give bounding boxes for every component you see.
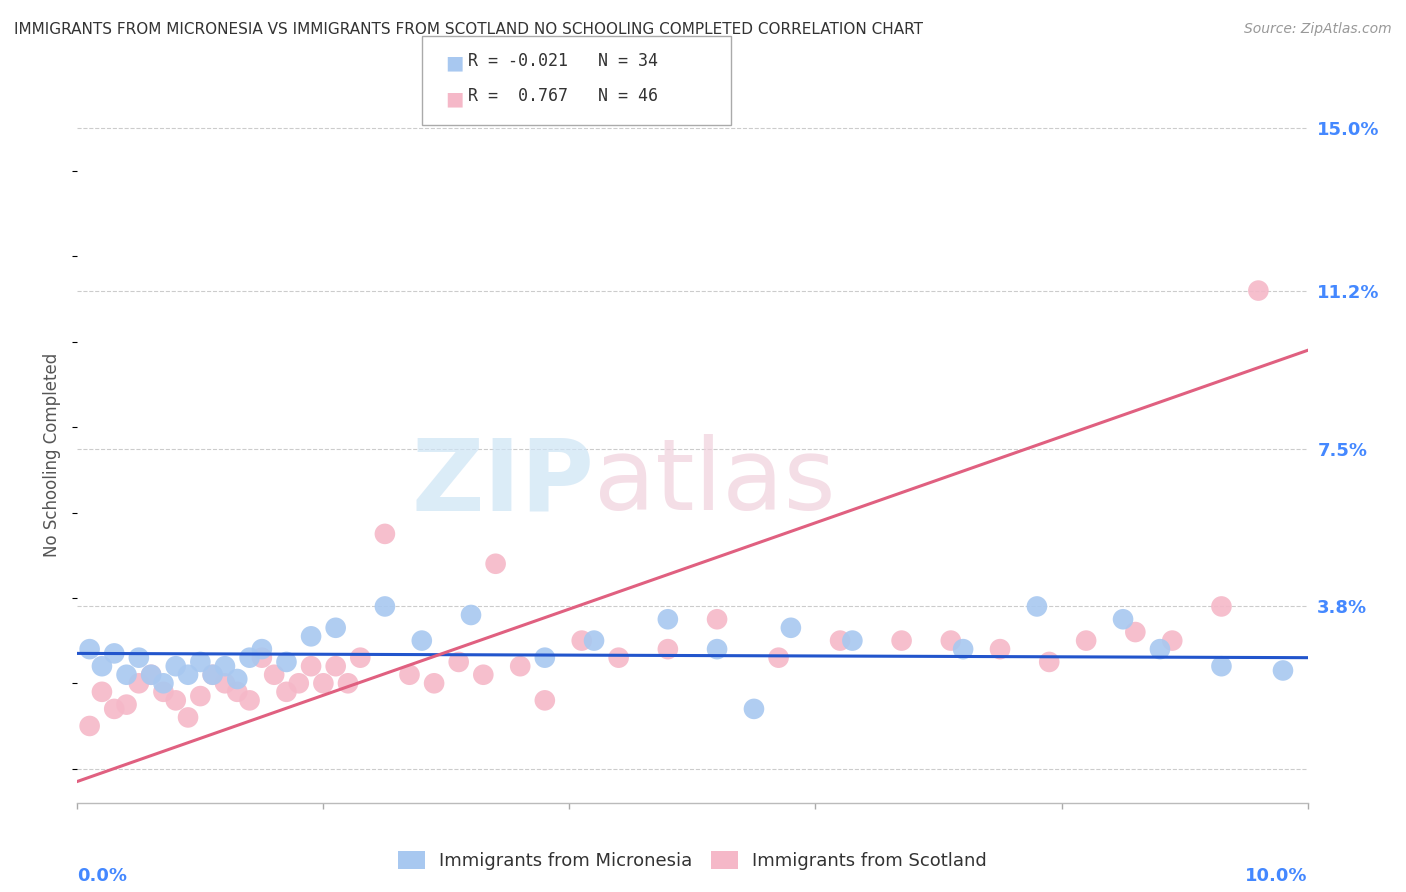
Point xyxy=(128,676,150,690)
Point xyxy=(337,676,360,690)
Point xyxy=(1272,664,1295,678)
Point xyxy=(325,659,347,673)
Point xyxy=(509,659,531,673)
Point xyxy=(141,667,163,681)
Point xyxy=(90,659,114,673)
Point xyxy=(423,676,446,690)
Point xyxy=(583,633,606,648)
Point xyxy=(312,676,335,690)
Point xyxy=(201,667,224,681)
Point xyxy=(79,719,101,733)
Point xyxy=(411,633,433,648)
Point xyxy=(1125,625,1147,640)
Point xyxy=(472,667,495,681)
Point xyxy=(299,659,322,673)
Point xyxy=(1112,612,1135,626)
Point xyxy=(374,527,396,541)
Point xyxy=(115,667,138,681)
Point xyxy=(299,629,322,643)
Point xyxy=(742,702,765,716)
Point xyxy=(325,621,347,635)
Point xyxy=(706,642,728,657)
Point xyxy=(165,659,187,673)
Point xyxy=(768,650,790,665)
Text: atlas: atlas xyxy=(595,434,835,532)
Point xyxy=(177,710,200,724)
Point xyxy=(226,685,249,699)
Point xyxy=(141,667,163,681)
Point xyxy=(152,676,174,690)
Point xyxy=(177,667,200,681)
Point xyxy=(250,642,273,657)
Point xyxy=(1161,633,1184,648)
Point xyxy=(939,633,962,648)
Legend: Immigrants from Micronesia, Immigrants from Scotland: Immigrants from Micronesia, Immigrants f… xyxy=(391,844,994,877)
Point xyxy=(288,676,311,690)
Point xyxy=(485,557,508,571)
Y-axis label: No Schooling Completed: No Schooling Completed xyxy=(44,353,62,557)
Point xyxy=(188,689,212,703)
Point xyxy=(128,650,150,665)
Point xyxy=(1211,659,1233,673)
Point xyxy=(239,650,262,665)
Text: Source: ZipAtlas.com: Source: ZipAtlas.com xyxy=(1244,22,1392,37)
Point xyxy=(90,685,114,699)
Point xyxy=(952,642,974,657)
Point xyxy=(706,612,728,626)
Point xyxy=(1026,599,1049,614)
Point xyxy=(201,667,224,681)
Text: IMMIGRANTS FROM MICRONESIA VS IMMIGRANTS FROM SCOTLAND NO SCHOOLING COMPLETED CO: IMMIGRANTS FROM MICRONESIA VS IMMIGRANTS… xyxy=(14,22,924,37)
Point xyxy=(374,599,396,614)
Point xyxy=(188,655,212,669)
Point xyxy=(263,667,285,681)
Point xyxy=(1211,599,1233,614)
Point xyxy=(780,621,803,635)
Point xyxy=(1149,642,1171,657)
Text: 0.0%: 0.0% xyxy=(77,867,128,885)
Point xyxy=(534,693,557,707)
Point xyxy=(447,655,470,669)
Point xyxy=(250,650,273,665)
Point xyxy=(276,655,298,669)
Point xyxy=(830,633,852,648)
Point xyxy=(398,667,420,681)
Point xyxy=(657,642,679,657)
Point xyxy=(349,650,371,665)
Point xyxy=(534,650,557,665)
Point xyxy=(214,676,236,690)
Point xyxy=(841,633,863,648)
Point xyxy=(988,642,1011,657)
Point xyxy=(1247,284,1270,298)
Point xyxy=(1076,633,1098,648)
Text: ZIP: ZIP xyxy=(411,434,595,532)
Point xyxy=(276,685,298,699)
Point xyxy=(239,693,262,707)
Point xyxy=(214,659,236,673)
Point xyxy=(103,647,125,661)
Point xyxy=(152,685,174,699)
Point xyxy=(657,612,679,626)
Point xyxy=(607,650,630,665)
Point xyxy=(226,672,249,686)
Point xyxy=(115,698,138,712)
Point xyxy=(1038,655,1060,669)
Point xyxy=(79,642,101,657)
Point xyxy=(460,607,482,622)
Text: ■: ■ xyxy=(446,89,464,108)
Point xyxy=(165,693,187,707)
Text: 10.0%: 10.0% xyxy=(1246,867,1308,885)
Text: R =  0.767   N = 46: R = 0.767 N = 46 xyxy=(468,87,658,105)
Text: R = -0.021   N = 34: R = -0.021 N = 34 xyxy=(468,52,658,70)
Point xyxy=(890,633,912,648)
Text: ■: ■ xyxy=(446,54,464,72)
Point xyxy=(571,633,593,648)
Point xyxy=(103,702,125,716)
